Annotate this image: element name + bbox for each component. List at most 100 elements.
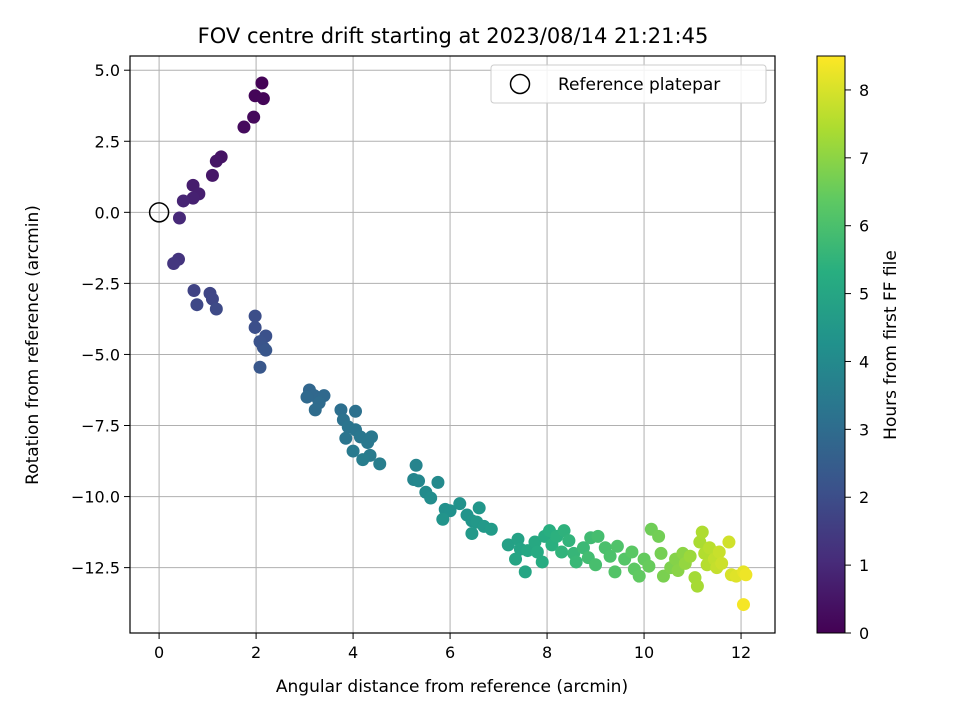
y-tick-label: −10.0: [71, 488, 120, 507]
data-point: [610, 539, 624, 553]
data-point: [530, 545, 544, 559]
data-point: [739, 568, 753, 582]
colorbar-tick-label: 3: [859, 420, 869, 439]
data-point: [412, 474, 426, 488]
data-point: [632, 569, 646, 583]
legend-label-reference: Reference platepar: [558, 75, 720, 95]
data-point: [712, 545, 726, 559]
y-tick-label: −12.5: [71, 559, 120, 578]
data-point: [683, 549, 697, 563]
data-point: [436, 512, 450, 526]
colorbar-tick-label: 8: [859, 81, 869, 100]
data-point: [589, 558, 603, 572]
colorbar-tick-label: 5: [859, 285, 869, 304]
data-point: [209, 154, 223, 168]
data-point: [308, 403, 322, 417]
legend-marker: [509, 73, 531, 95]
data-point: [603, 549, 617, 563]
data-point: [557, 524, 571, 538]
data-point: [722, 535, 736, 549]
data-point: [253, 360, 267, 374]
data-point: [465, 527, 479, 541]
data-point: [248, 320, 262, 334]
data-point: [209, 302, 223, 316]
data-point: [555, 545, 569, 559]
chart-title: FOV centre drift starting at 2023/08/14 …: [198, 24, 709, 48]
data-point: [528, 535, 542, 549]
reference-platepar-marker: [148, 202, 170, 223]
data-point: [736, 598, 750, 612]
data-point: [591, 529, 605, 543]
x-axis-ticks: 0 2 4 6 8 10 12: [154, 633, 751, 662]
y-tick-label: 2.5: [95, 132, 120, 151]
colorbar-tick-label: 4: [859, 352, 869, 371]
x-tick-label: 0: [154, 643, 164, 662]
data-point: [562, 534, 576, 548]
data-point: [654, 546, 668, 560]
data-point: [176, 194, 190, 208]
data-point: [205, 292, 219, 306]
data-point: [715, 556, 729, 570]
colorbar-tick-label: 1: [859, 556, 869, 575]
data-point: [501, 538, 515, 552]
colorbar-tick-label: 2: [859, 488, 869, 507]
colorbar-tick-label: 6: [859, 217, 869, 236]
data-point: [256, 92, 270, 106]
data-point: [255, 76, 269, 90]
data-point: [703, 541, 717, 555]
data-point: [190, 298, 204, 312]
data-point: [642, 559, 656, 573]
data-point: [576, 541, 590, 555]
data-point: [187, 283, 201, 297]
legend-box: [490, 64, 767, 104]
data-point: [424, 491, 438, 505]
data-point: [167, 256, 181, 270]
data-point: [259, 343, 273, 357]
data-point: [248, 309, 262, 323]
x-tick-label: 12: [731, 643, 751, 662]
data-point: [237, 120, 251, 134]
x-tick-label: 10: [634, 643, 654, 662]
y-tick-label: −5.0: [81, 345, 120, 364]
data-point: [334, 403, 348, 417]
y-tick-label: 5.0: [95, 61, 120, 80]
data-point: [443, 504, 457, 518]
x-axis-label: Angular distance from reference (arcmin): [276, 677, 628, 697]
y-axis-ticks: 5.0 2.5 0.0 −2.5 −5.0 −7.5 −10.0 −12.5: [71, 61, 130, 578]
data-point: [472, 501, 486, 515]
data-point: [509, 552, 523, 566]
reference-marker-layer: [148, 202, 170, 223]
data-point: [431, 475, 445, 489]
data-point: [656, 569, 670, 583]
data-point: [349, 404, 363, 418]
colorbar-gradient: [816, 55, 846, 634]
data-point: [339, 431, 353, 445]
data-point: [518, 565, 532, 579]
legend: Reference platepar: [490, 64, 767, 104]
colorbar-tick-label: 7: [859, 149, 869, 168]
data-point: [511, 532, 525, 546]
data-point: [205, 168, 219, 182]
y-axis-label: Rotation from reference (arcmin): [23, 205, 43, 485]
colorbar-tick-label: 0: [859, 624, 869, 643]
data-point: [365, 430, 379, 444]
x-tick-label: 6: [445, 643, 455, 662]
data-point: [172, 211, 186, 225]
data-point: [625, 545, 639, 559]
data-point: [521, 544, 535, 558]
data-point: [300, 390, 314, 404]
x-tick-label: 4: [348, 643, 358, 662]
y-tick-label: −2.5: [81, 274, 120, 293]
data-point: [569, 555, 583, 569]
grid-lines: [130, 56, 775, 633]
plot-frame: [129, 55, 776, 634]
data-point: [535, 555, 549, 569]
colorbar: 0 1 2 3 4 5 6 7 8 Hours from first FF file: [816, 55, 901, 643]
data-point: [608, 565, 622, 579]
data-point: [453, 497, 467, 511]
scatter-points: [167, 76, 753, 612]
data-point: [356, 453, 370, 467]
y-tick-label: −7.5: [81, 417, 120, 436]
data-point: [247, 110, 261, 124]
